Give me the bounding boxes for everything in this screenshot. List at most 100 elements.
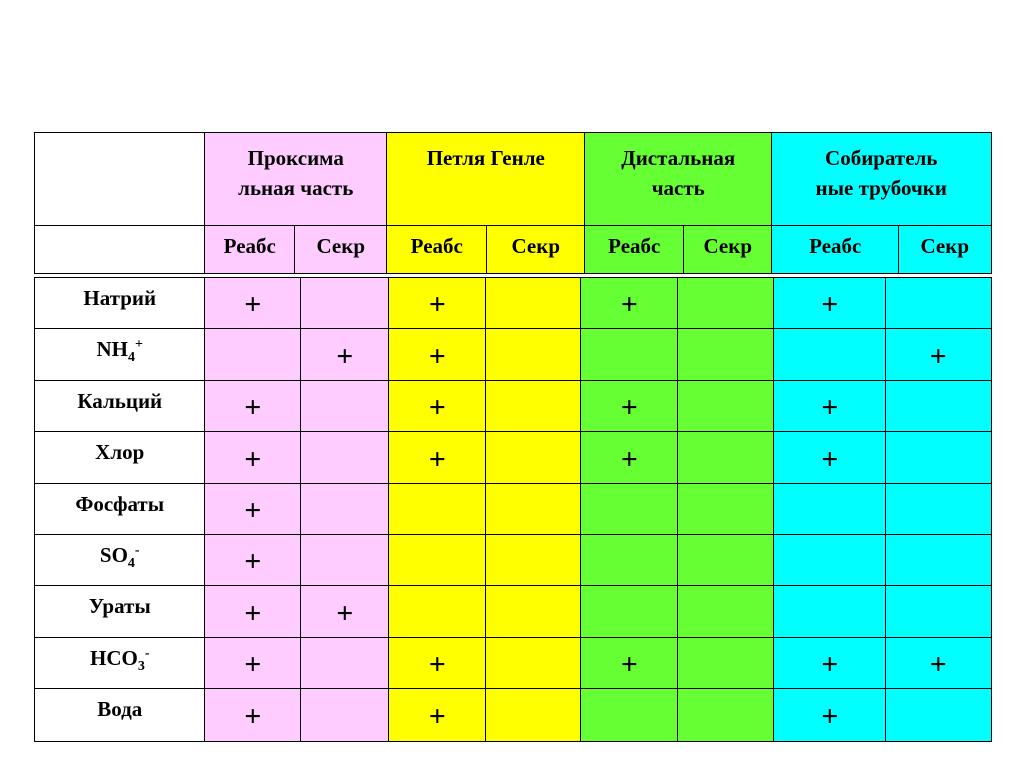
row-label: Натрий <box>34 277 206 330</box>
mark-cell: + <box>388 277 487 330</box>
cell-text: + <box>244 596 262 630</box>
mark-cell <box>885 585 992 639</box>
sub-header: Реабс <box>771 225 900 274</box>
mark-cell: + <box>204 277 302 330</box>
segment-header: Петля Генле <box>386 132 586 227</box>
mark-cell: + <box>580 637 679 690</box>
mark-cell <box>388 585 487 639</box>
mark-cell: + <box>204 534 302 587</box>
mark-cell <box>677 688 775 742</box>
cell-text: HCO <box>89 646 138 670</box>
row-label: Кальций <box>34 380 206 433</box>
mark-cell <box>485 277 582 330</box>
cell-text: + <box>821 391 839 425</box>
cell-text: + <box>821 648 839 682</box>
mark-cell: + <box>388 431 487 485</box>
cell-text: - <box>134 543 140 558</box>
mark-cell <box>773 585 887 639</box>
mark-cell <box>300 431 390 485</box>
row-label-text: Фосфаты <box>75 492 164 517</box>
row-label-text: Натрий <box>83 286 156 311</box>
mark-cell: + <box>204 380 302 433</box>
mark-cell <box>677 431 775 485</box>
sub-header: Реабс <box>204 225 296 274</box>
cell-text: Фосфаты <box>75 492 165 516</box>
cell-text: + <box>428 339 446 373</box>
cell-text: + <box>428 442 446 476</box>
mark-cell <box>885 534 992 587</box>
mark-cell: + <box>580 431 679 485</box>
cell-text: + <box>929 339 947 373</box>
row-label-text: SO4- <box>100 543 140 572</box>
mark-cell <box>485 328 582 382</box>
mark-cell <box>773 483 887 536</box>
mark-cell: + <box>885 328 992 382</box>
mark-cell <box>580 328 679 382</box>
mark-cell <box>677 585 775 639</box>
cell-text: Секр <box>920 234 970 258</box>
cell-text: Реабс <box>608 234 661 258</box>
mark-cell <box>885 277 992 330</box>
cell-text: + <box>620 288 638 322</box>
cell-text: SO <box>99 543 128 567</box>
mark-cell <box>388 534 487 587</box>
mark-cell <box>485 483 582 536</box>
mark-cell <box>677 277 775 330</box>
cell-text: + <box>428 288 446 322</box>
mark-cell <box>580 534 679 587</box>
mark-cell <box>677 534 775 587</box>
mark-cell: + <box>773 637 887 690</box>
mark-cell: + <box>204 637 302 690</box>
row-label: NH4+ <box>34 328 206 382</box>
segment-header: Проксима льная часть <box>204 132 388 227</box>
mark-cell <box>300 688 390 742</box>
mark-cell <box>485 380 582 433</box>
mark-cell <box>204 328 302 382</box>
cell-text: + <box>929 648 947 682</box>
row-label-text: Вода <box>97 697 142 722</box>
sub-header: Секр <box>294 225 388 274</box>
segment-header: Собиратель ные трубочки <box>771 132 992 227</box>
mark-cell: + <box>580 380 679 433</box>
mark-cell <box>485 534 582 587</box>
mark-cell <box>485 688 582 742</box>
mark-cell: + <box>773 277 887 330</box>
mark-cell <box>677 380 775 433</box>
cell-text: + <box>336 596 354 630</box>
row-label: HCO3- <box>34 637 206 690</box>
mark-cell <box>885 431 992 485</box>
sub-header: Секр <box>898 225 992 274</box>
mark-cell <box>300 277 390 330</box>
mark-cell: + <box>773 688 887 742</box>
mark-cell: + <box>300 585 390 639</box>
sub-header: Реабс <box>584 225 685 274</box>
mark-cell: + <box>204 585 302 639</box>
header-corner <box>34 132 206 227</box>
mark-cell <box>485 637 582 690</box>
cell-text: + <box>244 288 262 322</box>
mark-cell <box>580 688 679 742</box>
mark-cell <box>300 534 390 587</box>
cell-text: + <box>821 288 839 322</box>
segment-header: Дистальная часть <box>584 132 773 227</box>
cell-text: Дистальная часть <box>621 146 736 200</box>
mark-cell <box>885 483 992 536</box>
cell-text: Секр <box>511 234 561 258</box>
cell-text: Кальций <box>77 389 163 413</box>
cell-text: Секр <box>703 234 753 258</box>
cell-text: 4 <box>128 350 135 366</box>
row-label: Ураты <box>34 585 206 639</box>
cell-text: + <box>620 391 638 425</box>
row-label-text: HCO3- <box>90 646 150 675</box>
mark-cell: + <box>388 688 487 742</box>
header-corner-sub <box>34 225 206 274</box>
cell-text: Секр <box>316 234 366 258</box>
cell-text: NH <box>96 337 129 361</box>
mark-cell: + <box>388 380 487 433</box>
row-label: SO4- <box>34 534 206 587</box>
cell-text: Ураты <box>88 594 151 618</box>
mark-cell <box>300 637 390 690</box>
mark-cell <box>773 328 887 382</box>
row-label-text: Кальций <box>77 389 162 414</box>
mark-cell: + <box>204 431 302 485</box>
